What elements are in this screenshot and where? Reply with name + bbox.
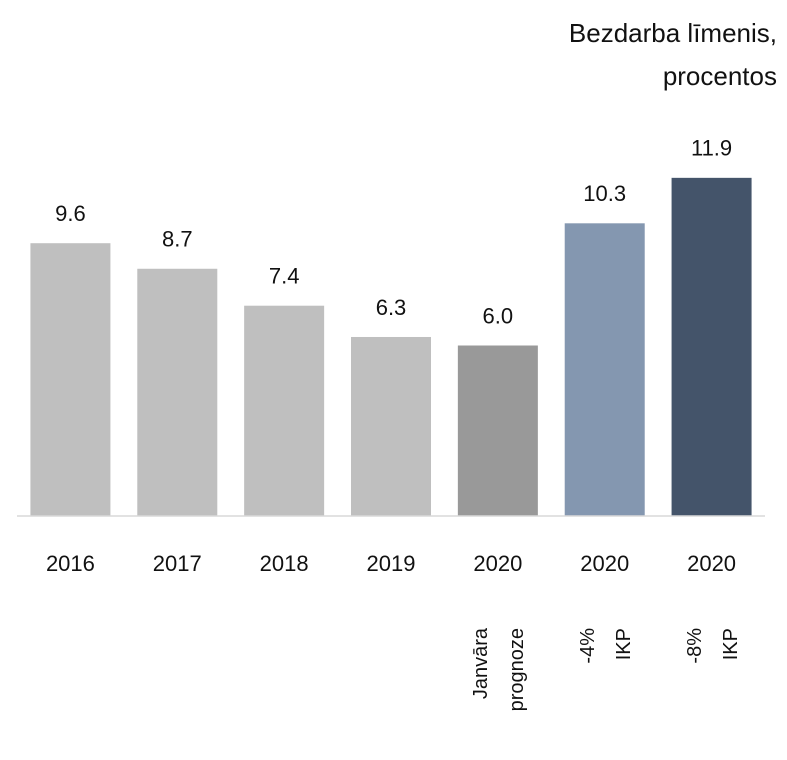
x-tick-label: 2018 [260,551,309,576]
data-label: 10.3 [583,181,626,206]
bar [564,223,645,516]
x-sublabel: IKP [613,628,635,660]
data-label: 6.3 [376,295,407,320]
data-label: 8.7 [162,227,193,252]
bar [457,345,538,516]
x-tick-label: 2020 [687,551,736,576]
x-tick-label: 2020 [580,551,629,576]
x-tick-label: 2017 [153,551,202,576]
x-sublabel: -8% [684,628,706,664]
x-sublabel: Janvāra [470,627,492,699]
chart-title: Bezdarba līmenis, [569,18,777,48]
x-sublabel: -4% [577,628,599,664]
bar [30,243,111,516]
chart-title: procentos [663,61,777,91]
data-label: 9.6 [55,201,86,226]
bar [137,268,218,516]
bar [671,177,752,516]
data-label: 6.0 [483,303,514,328]
bar [244,305,325,516]
x-sublabel: IKP [720,628,742,660]
x-tick-label: 2020 [473,551,522,576]
data-label: 7.4 [269,264,300,289]
bar [351,336,431,516]
x-tick-label: 2016 [46,551,95,576]
x-sublabel: prognoze [506,628,528,711]
data-label: 11.9 [691,136,732,161]
x-tick-label: 2019 [367,551,416,576]
